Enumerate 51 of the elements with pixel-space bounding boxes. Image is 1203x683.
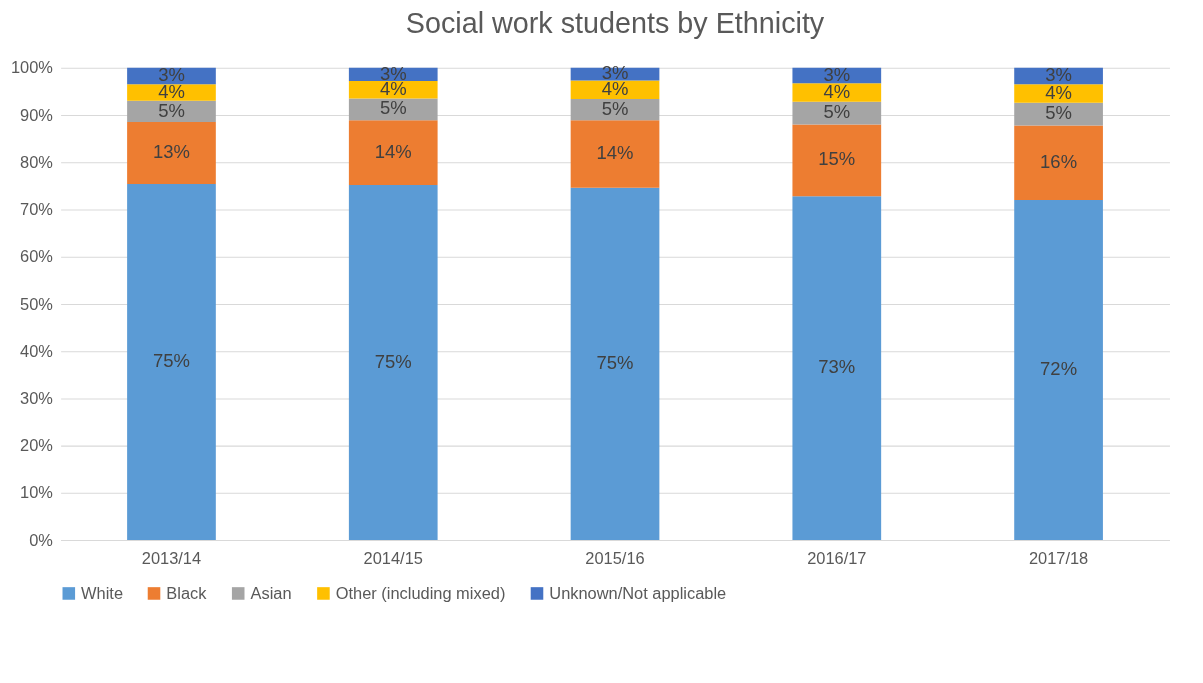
x-tick-label: 2017/18 <box>1028 549 1089 568</box>
bar <box>127 84 216 101</box>
bar <box>1014 125 1103 201</box>
bar <box>348 120 438 185</box>
y-tick-label: 0% <box>29 530 53 549</box>
data-label: 5% <box>379 97 407 119</box>
legend-label: Unknown/Not applicable <box>549 583 727 602</box>
x-tick-label: 2015/16 <box>585 549 645 568</box>
legend-label: Asian <box>250 583 292 602</box>
data-label: 16% <box>1040 150 1078 172</box>
data-label: 15% <box>818 148 856 170</box>
data-label: 5% <box>823 101 851 123</box>
x-tick-label: 2014/15 <box>363 549 423 568</box>
data-label: 72% <box>1040 358 1078 380</box>
y-tick-label: 80% <box>20 152 53 171</box>
bar <box>127 122 216 184</box>
legend-label: White <box>81 583 124 602</box>
bar <box>348 98 438 121</box>
y-tick-label: 60% <box>20 247 53 266</box>
y-tick-label: 10% <box>20 483 53 502</box>
bar <box>792 83 882 102</box>
data-label: 75% <box>374 350 412 372</box>
bar <box>570 120 660 188</box>
x-tick-label: 2016/17 <box>807 549 867 568</box>
y-tick-label: 20% <box>20 436 53 455</box>
data-label: 5% <box>601 97 629 119</box>
bar <box>792 196 882 541</box>
legend-label: Other (including mixed) <box>335 583 506 602</box>
data-label: 75% <box>596 352 634 374</box>
data-label: 75% <box>152 350 190 372</box>
y-tick-label: 70% <box>20 200 53 219</box>
data-label: 5% <box>158 99 185 121</box>
data-label: 73% <box>818 356 856 378</box>
bar <box>570 187 660 541</box>
y-tick-label: 40% <box>20 341 53 360</box>
bar <box>792 124 882 197</box>
data-label: 5% <box>1045 102 1072 124</box>
bar <box>1014 84 1103 103</box>
data-label: 14% <box>596 142 634 164</box>
x-tick-label: 2013/14 <box>141 549 202 568</box>
data-label: 13% <box>152 141 190 163</box>
chart-title: Social work students by Ethnicity <box>405 6 825 39</box>
legend-label: Black <box>166 583 208 602</box>
y-tick-label: 50% <box>20 294 53 313</box>
bar <box>348 184 438 541</box>
y-tick-label: 90% <box>20 105 53 124</box>
bar <box>1014 200 1103 541</box>
data-label: 14% <box>374 140 412 162</box>
y-tick-label: 30% <box>20 389 53 408</box>
bar <box>127 183 216 541</box>
y-tick-label: 100% <box>10 58 53 77</box>
